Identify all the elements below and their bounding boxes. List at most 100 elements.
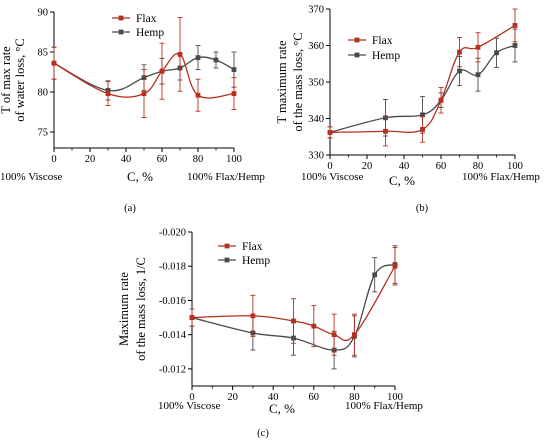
x-annotation-right: 100% Flax/Hemp bbox=[462, 171, 540, 183]
data-point bbox=[331, 332, 337, 338]
data-point bbox=[195, 92, 201, 98]
data-point bbox=[372, 272, 378, 278]
x-annotation-left: 100% Viscose bbox=[158, 400, 220, 412]
data-point bbox=[438, 97, 444, 103]
data-point bbox=[231, 91, 237, 96]
data-point bbox=[105, 91, 111, 96]
legend-marker bbox=[224, 243, 230, 249]
y-tick-label: -0.016 bbox=[159, 296, 186, 307]
y-tick-label: -0.014 bbox=[159, 330, 187, 341]
data-point bbox=[457, 49, 462, 55]
y-tick-label: 80 bbox=[38, 88, 49, 99]
x-axis-label: C, % bbox=[127, 169, 153, 184]
legend-label: Flax bbox=[242, 241, 263, 253]
x-annotation-left: 100% Viscose bbox=[0, 171, 62, 183]
data-point bbox=[420, 112, 425, 118]
data-point bbox=[311, 323, 317, 329]
x-tick-label: 40 bbox=[399, 161, 410, 172]
data-point bbox=[327, 129, 333, 135]
y-axis-label: of water loss, °C bbox=[13, 38, 27, 121]
x-tick-label: 0 bbox=[51, 154, 56, 165]
y-tick-label: 370 bbox=[308, 5, 324, 16]
x-axis-label: C, % bbox=[269, 401, 295, 416]
x-tick-label: 40 bbox=[268, 392, 279, 403]
panel-label: (a) bbox=[124, 203, 136, 214]
data-point bbox=[457, 68, 462, 74]
data-point bbox=[475, 72, 481, 78]
data-point bbox=[177, 52, 183, 57]
chart-panel-b: 0 20 40 60 80 100 330 340 350 360 370 T maximum rat… bbox=[275, 5, 540, 215]
x-tick-label: 20 bbox=[227, 392, 238, 403]
legend-marker bbox=[224, 257, 230, 263]
x-annotation-right: 100% Flax/Hemp bbox=[187, 171, 265, 183]
y-tick-label: 340 bbox=[308, 114, 324, 125]
y-axis-label: of the mass loss, 1/C bbox=[134, 257, 148, 361]
x-tick-label: 60 bbox=[436, 161, 447, 172]
x-axis-label: C, % bbox=[389, 173, 415, 188]
x-tick-label: 60 bbox=[157, 154, 168, 165]
x-tick-label: 80 bbox=[193, 154, 204, 165]
x-tick-label: 100 bbox=[226, 154, 242, 165]
legend-label: Hemp bbox=[242, 255, 270, 267]
data-point bbox=[383, 128, 388, 134]
legend-item-flax: Flax bbox=[348, 35, 393, 47]
data-point bbox=[141, 91, 147, 96]
y-tick-label: 85 bbox=[38, 48, 49, 59]
x-annotation-right: 100% Flax/Hemp bbox=[345, 400, 423, 412]
x-tick-label: 80 bbox=[349, 392, 360, 403]
legend-item-flax: Flax bbox=[112, 13, 157, 25]
data-point bbox=[512, 23, 518, 28]
x-tick-label: 80 bbox=[473, 161, 484, 172]
x-tick-label: 60 bbox=[309, 392, 320, 403]
legend-marker bbox=[118, 15, 124, 21]
data-point bbox=[51, 60, 57, 66]
panel-label: (b) bbox=[416, 203, 429, 214]
x-tick-label: 0 bbox=[327, 161, 332, 172]
y-axis-label: T maximum rate bbox=[275, 40, 289, 124]
y-tick-label: 360 bbox=[308, 41, 324, 52]
legend-item-hemp: Hemp bbox=[218, 255, 270, 267]
data-point bbox=[392, 263, 398, 269]
x-tick-label: 100 bbox=[387, 392, 403, 403]
data-point bbox=[250, 313, 256, 319]
y-tick-label: 350 bbox=[308, 78, 324, 89]
y-axis-label: Maximum rate bbox=[117, 272, 131, 346]
legend-label: Flax bbox=[136, 13, 157, 25]
legend-marker bbox=[354, 52, 360, 58]
legend-item-hemp: Hemp bbox=[112, 27, 164, 39]
chart-panel-c: 0 20 40 60 80 100 -0.012 -0.014 -0.016 -0.018 -0.0… bbox=[117, 228, 423, 440]
data-point bbox=[159, 68, 165, 74]
data-point bbox=[291, 318, 296, 324]
data-point bbox=[512, 43, 518, 48]
series-flax bbox=[327, 8, 518, 147]
chart-panel-a: 0 20 40 60 80 100 75 80 85 90 T of max rate of wate… bbox=[0, 8, 265, 215]
legend-label: Hemp bbox=[136, 27, 164, 39]
panel-label: (c) bbox=[257, 428, 269, 439]
data-point bbox=[420, 127, 425, 132]
y-axis-label: of the mass loss, °C bbox=[291, 32, 305, 131]
data-point bbox=[475, 44, 481, 50]
data-point bbox=[494, 50, 499, 56]
x-tick-label: 20 bbox=[85, 154, 96, 165]
x-tick-label: 100 bbox=[507, 161, 523, 172]
x-tick-label: 0 bbox=[189, 392, 194, 403]
legend-label: Hemp bbox=[372, 50, 400, 62]
legend-item-flax: Flax bbox=[218, 241, 263, 253]
legend-marker bbox=[354, 37, 360, 43]
y-tick-label: -0.012 bbox=[159, 364, 186, 375]
data-point bbox=[213, 57, 219, 63]
y-tick-label: 75 bbox=[38, 128, 49, 139]
legend-marker bbox=[118, 29, 124, 35]
y-tick-label: 330 bbox=[308, 151, 324, 162]
data-point bbox=[195, 55, 201, 60]
x-tick-label: 20 bbox=[362, 161, 373, 172]
legend-label: Flax bbox=[372, 35, 393, 47]
y-tick-label: -0.018 bbox=[159, 262, 186, 273]
y-tick-label: 90 bbox=[38, 8, 49, 19]
data-point bbox=[231, 67, 237, 72]
data-point bbox=[352, 332, 357, 338]
series-flax bbox=[189, 246, 398, 356]
data-point bbox=[189, 315, 195, 320]
x-annotation-left: 100% Viscose bbox=[301, 171, 363, 183]
